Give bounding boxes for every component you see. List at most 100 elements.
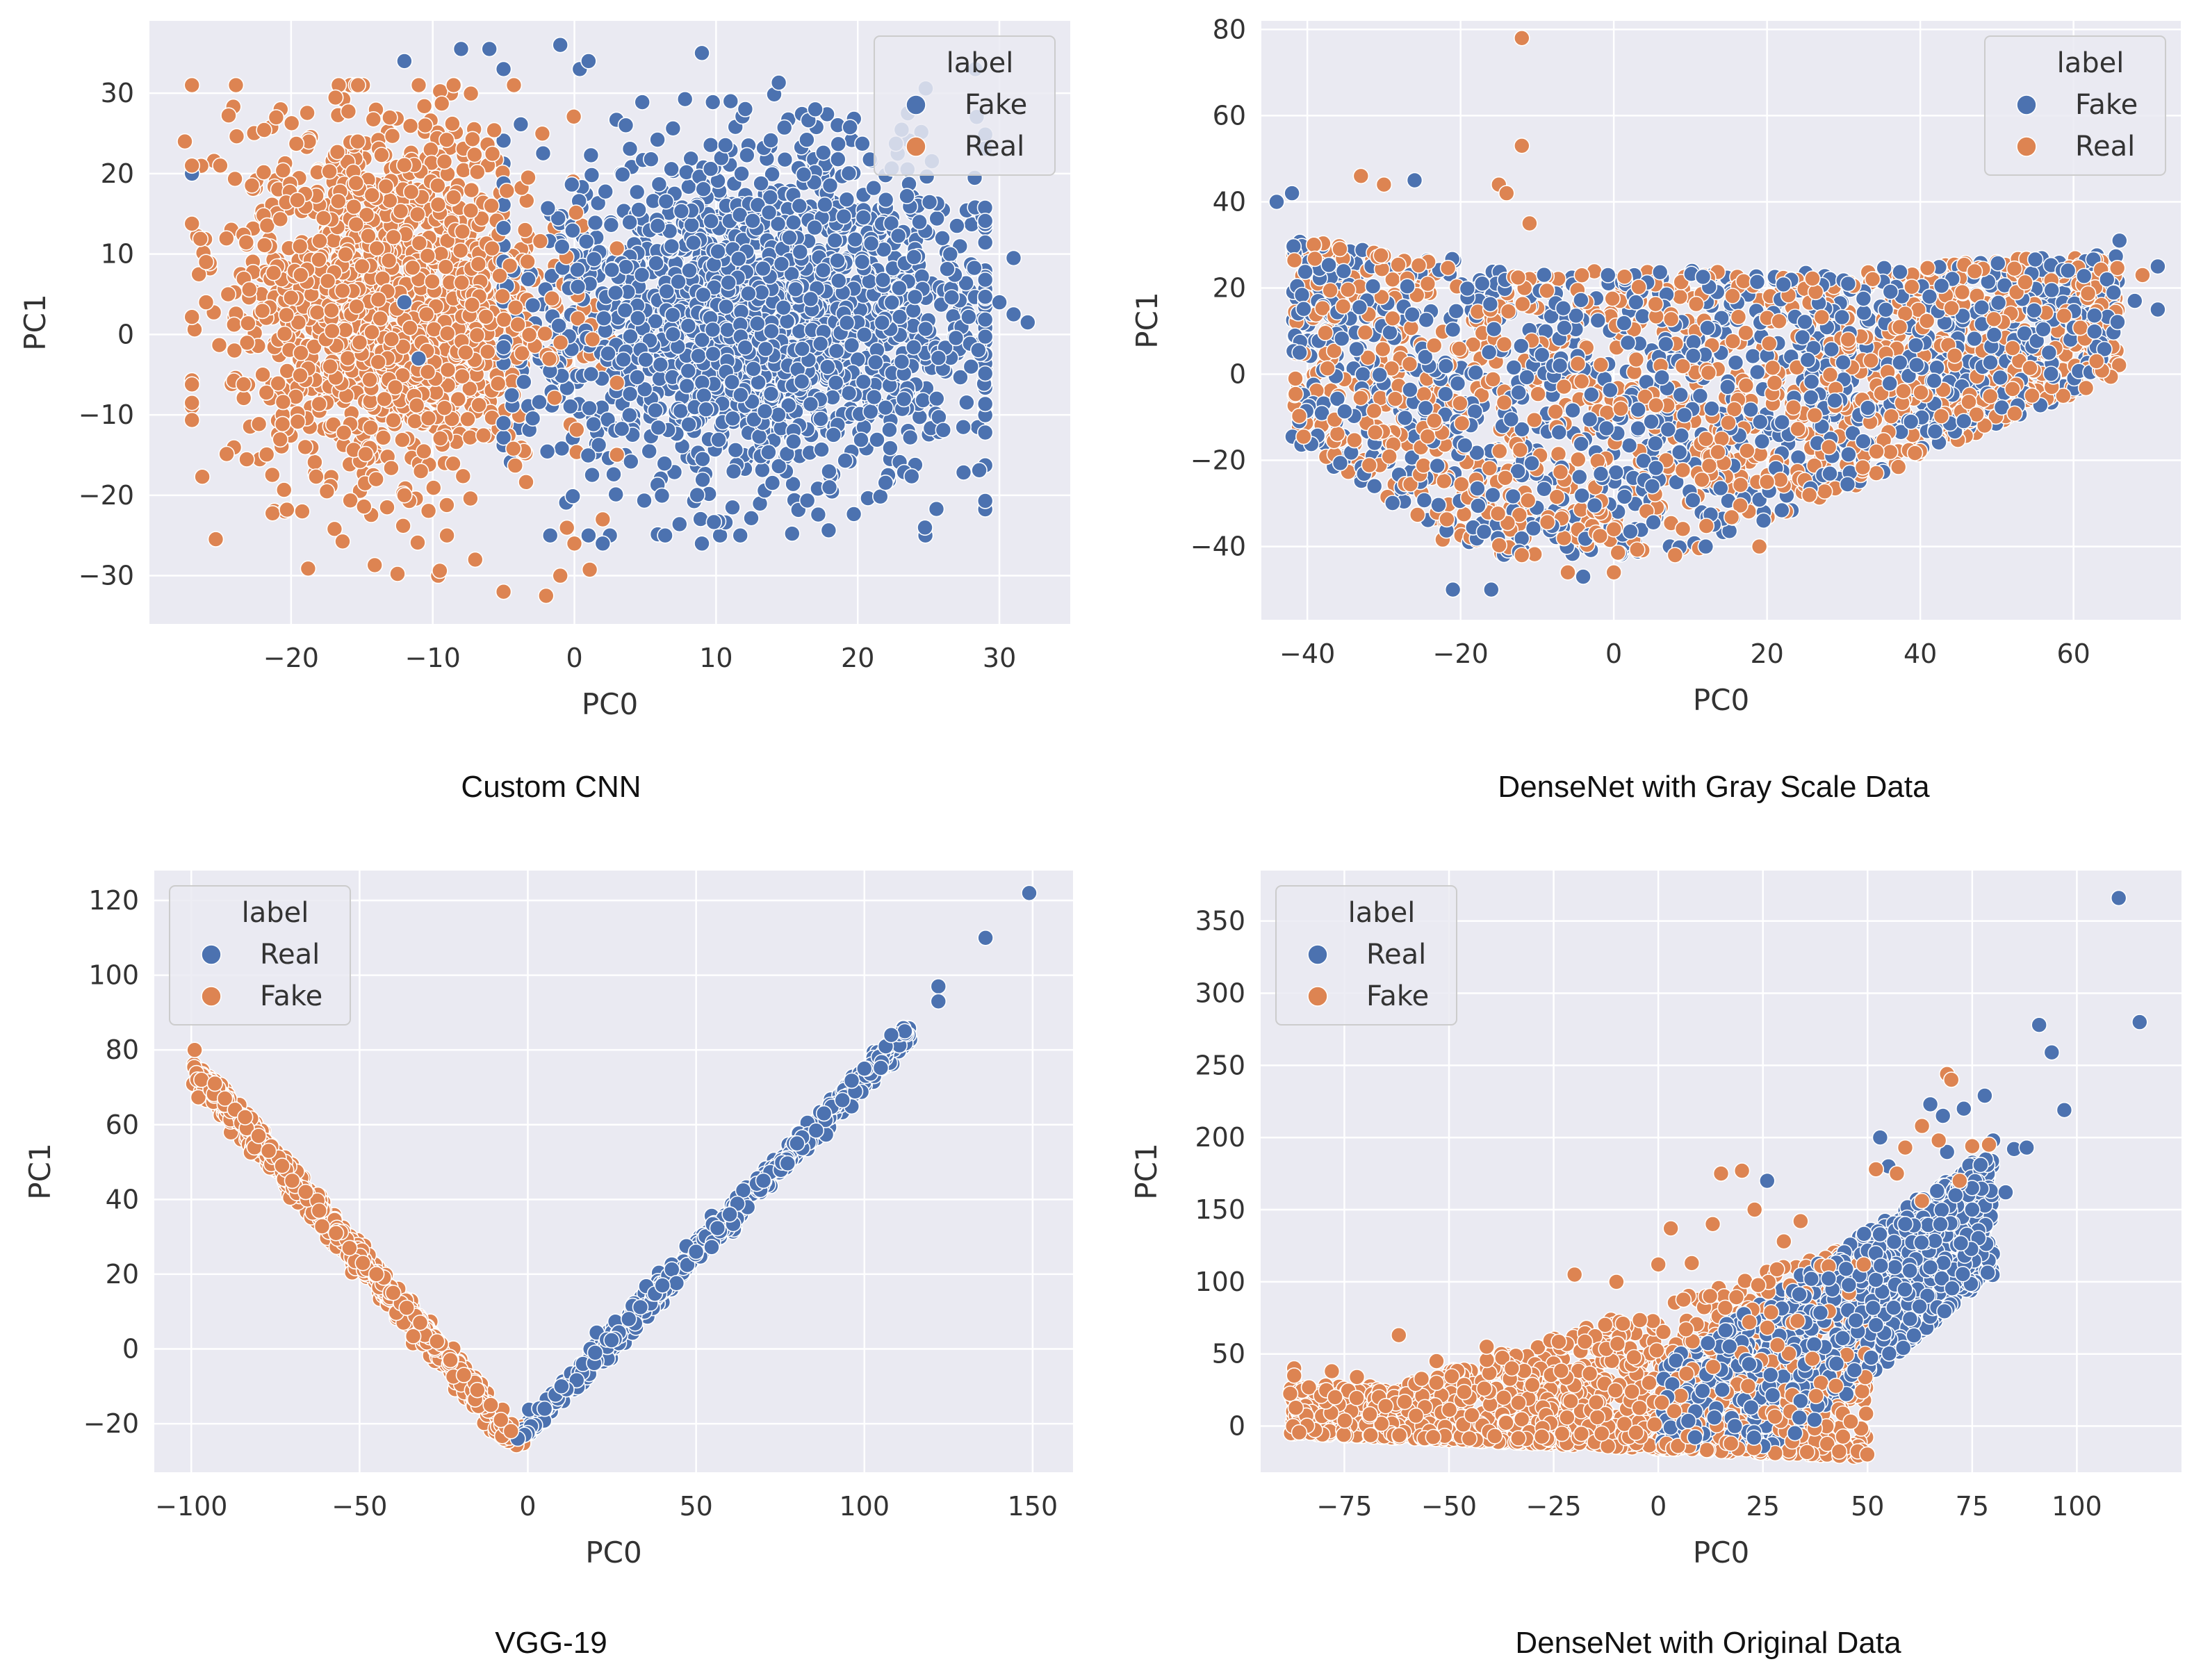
point-fake bbox=[524, 297, 541, 314]
point-real bbox=[385, 412, 402, 429]
point-fake bbox=[1505, 359, 1522, 376]
point-fake bbox=[628, 183, 646, 201]
point-fake bbox=[917, 320, 934, 338]
point-fake bbox=[976, 234, 994, 251]
point-fake bbox=[976, 288, 994, 306]
point-real bbox=[290, 314, 307, 331]
point-real bbox=[264, 504, 281, 522]
point-real bbox=[420, 502, 437, 520]
point-fake bbox=[617, 117, 635, 134]
scatter-points bbox=[177, 36, 1036, 604]
point-fake bbox=[664, 120, 682, 137]
point-fake bbox=[663, 160, 680, 178]
point-fake bbox=[649, 131, 666, 148]
point-fake bbox=[672, 402, 689, 420]
point-real bbox=[1491, 443, 1508, 460]
point-real bbox=[462, 490, 479, 507]
point-fake bbox=[881, 421, 898, 438]
point-fake bbox=[762, 132, 779, 149]
point-real bbox=[227, 170, 243, 188]
point-fake bbox=[930, 349, 947, 367]
point-fake bbox=[710, 243, 726, 260]
point-real bbox=[183, 76, 201, 94]
point-fake bbox=[746, 411, 762, 428]
point-fake bbox=[664, 306, 681, 324]
point-fake bbox=[762, 386, 780, 402]
point-fake bbox=[763, 322, 780, 340]
point-real bbox=[419, 363, 436, 381]
point-real bbox=[444, 115, 461, 132]
point-real bbox=[349, 133, 366, 150]
point-fake bbox=[905, 302, 922, 319]
point-fake bbox=[694, 535, 710, 552]
point-fake bbox=[692, 511, 709, 527]
point-fake bbox=[793, 373, 810, 390]
point-fake bbox=[564, 488, 582, 505]
point-fake bbox=[1005, 306, 1022, 323]
point-real bbox=[377, 178, 395, 195]
x-tick-label: 30 bbox=[983, 643, 1016, 673]
point-fake bbox=[410, 350, 427, 367]
point-fake bbox=[785, 433, 802, 450]
y-tick-label: 40 bbox=[1213, 186, 1246, 217]
x-tick-label: −10 bbox=[405, 643, 461, 673]
point-real bbox=[1409, 507, 1426, 523]
point-fake bbox=[753, 175, 769, 192]
point-real bbox=[289, 192, 306, 208]
point-fake bbox=[928, 500, 945, 518]
point-real bbox=[254, 302, 271, 320]
point-fake bbox=[778, 313, 796, 330]
point-fake bbox=[512, 116, 530, 133]
point-real bbox=[288, 135, 305, 152]
point-fake bbox=[584, 466, 600, 484]
point-fake bbox=[921, 194, 938, 211]
point-fake bbox=[958, 394, 975, 411]
point-fake bbox=[685, 234, 702, 252]
point-fake bbox=[901, 429, 919, 446]
point-fake bbox=[770, 458, 787, 475]
point-fake bbox=[976, 311, 994, 328]
point-real bbox=[568, 204, 584, 221]
point-real bbox=[402, 117, 419, 134]
point-real bbox=[409, 534, 426, 551]
point-fake bbox=[621, 140, 639, 157]
y-tick-label: −10 bbox=[79, 400, 134, 430]
point-fake bbox=[883, 294, 901, 311]
point-real bbox=[220, 107, 237, 124]
x-tick-label: 0 bbox=[1605, 639, 1622, 669]
point-fake bbox=[541, 527, 559, 544]
point-real bbox=[477, 308, 495, 325]
point-fake bbox=[737, 339, 753, 356]
point-real bbox=[402, 183, 420, 201]
point-fake bbox=[764, 475, 781, 491]
point-fake bbox=[605, 466, 622, 483]
point-real bbox=[238, 334, 256, 352]
point-fake bbox=[396, 294, 413, 311]
point-fake bbox=[853, 254, 871, 270]
point-fake bbox=[585, 415, 602, 433]
point-fake bbox=[754, 461, 771, 479]
x-tick-label: 20 bbox=[1750, 639, 1783, 669]
point-real bbox=[194, 468, 211, 486]
chart-panel-1: −20 −10 0 10 20 30−30−20−100102030PC0PC1label… bbox=[18, 21, 1070, 721]
point-real bbox=[445, 189, 462, 206]
point-real bbox=[534, 125, 551, 142]
point-fake bbox=[837, 452, 853, 469]
point-real bbox=[358, 206, 375, 224]
point-fake bbox=[895, 390, 912, 408]
legend-marker-real bbox=[906, 136, 926, 157]
point-fake bbox=[958, 274, 974, 292]
point-fake bbox=[835, 208, 852, 225]
point-real bbox=[350, 76, 367, 94]
y-tick-label: −20 bbox=[79, 480, 134, 511]
point-fake bbox=[495, 132, 512, 149]
point-fake bbox=[622, 328, 639, 345]
point-fake bbox=[1727, 354, 1744, 371]
point-real bbox=[432, 430, 449, 447]
point-real bbox=[552, 334, 569, 351]
point-fake bbox=[636, 492, 653, 509]
point-real bbox=[226, 342, 243, 359]
point-real bbox=[211, 336, 228, 354]
point-real bbox=[495, 583, 512, 600]
point-real bbox=[385, 229, 402, 246]
